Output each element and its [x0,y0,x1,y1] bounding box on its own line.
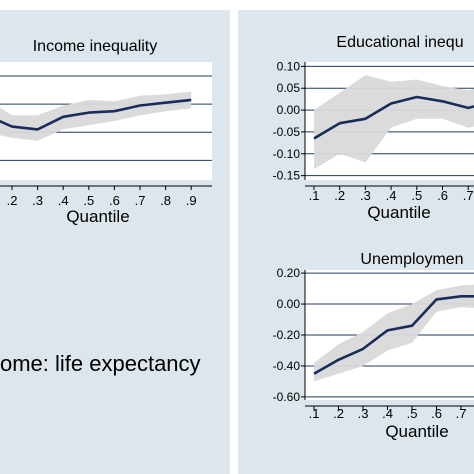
y-tick-label: -0.15 [273,169,301,183]
x-tick-label: .8 [160,193,171,208]
series-line [0,98,192,131]
x-tick-label: .2 [7,193,18,208]
chart-title: Educational inequ [336,34,463,51]
y-tick-label: -0.40 [273,359,301,373]
series-line [313,95,474,140]
x-tick-label: .3 [32,193,43,208]
life-expectancy-caption: ome: life expectancy [0,351,201,376]
y-tick-label: 0.00 [277,103,301,117]
y-tick-label: 0.10 [277,59,301,73]
y-tick-label: -0.20 [273,328,301,342]
confidence-band [0,91,192,141]
x-tick-label: .5 [83,193,94,208]
x-tick-label: .7 [463,188,474,203]
x-tick-label: .4 [382,406,393,421]
series-line [313,294,474,375]
y-tick-label: -0.10 [273,147,301,161]
y-tick-label: -0.05 [273,125,301,139]
charts-layer: .2 .3 .4 .5 .6 .7 .8 .9 Quantile Income inequalit… [0,34,474,441]
x-axis-label: Quantile [385,422,448,441]
x-tick-label: .3 [360,188,371,203]
x-tick-label: .1 [309,406,320,421]
chart-panel-1: .2 .3 .4 .5 .6 .7 .8 .9 Quantile Income inequalit… [0,38,212,226]
x-tick-label: .7 [456,406,467,421]
x-tick-label: .6 [109,193,120,208]
x-tick-label: .3 [358,406,369,421]
x-tick-label: .5 [407,406,418,421]
chart-title: Unemploymen [360,251,463,268]
chart-title: Income inequality [33,38,158,55]
x-tick-label: .4 [58,193,69,208]
confidence-band [314,284,474,382]
x-tick-label: .5 [411,188,422,203]
y-tick-label: 0.20 [277,266,301,280]
x-tick-label: .1 [309,188,320,203]
y-tick-label: 0.00 [277,297,301,311]
x-axis-label: Quantile [66,207,129,226]
x-tick-label: .4 [386,188,397,203]
x-tick-label: .9 [186,193,197,208]
x-axis-label: Quantile [367,203,430,222]
x-tick-label: .7 [135,193,146,208]
y-tick-label: -0.60 [273,390,301,404]
x-tick-label: .2 [333,406,344,421]
y-tick-label: 0.05 [277,81,301,95]
chart-panel-3: 0.20 0.00 -0.20 -0.40 -0.60 .1 .2 .3 .4 .5 .6 .7 Qua… [273,251,474,441]
x-tick-label: .6 [437,188,448,203]
x-tick-label: .2 [334,188,345,203]
x-tick-label: .6 [431,406,442,421]
chart-panel-2: 0.10 0.05 0.00 -0.05 -0.10 -0.15 .1 .2 .3 .4 .5 .6.… [273,34,474,222]
